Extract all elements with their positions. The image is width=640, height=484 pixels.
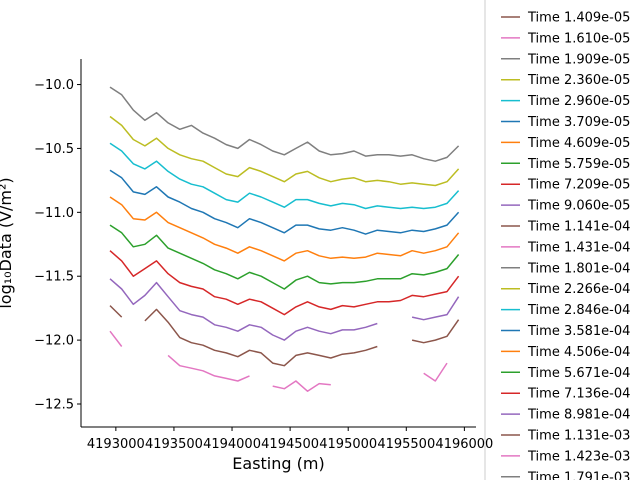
- y-tick-label: −12.0: [34, 334, 74, 349]
- legend-label: Time 1.801e-04: [527, 261, 630, 276]
- x-tick-label: 4195000: [319, 437, 377, 452]
- x-axis-label: Easting (m): [232, 454, 324, 473]
- y-tick-label: −12.5: [34, 398, 74, 413]
- legend-label: Time 1.610e-05: [527, 31, 630, 46]
- x-tick-label: 4196000: [435, 437, 493, 452]
- legend-label: Time 1.423e-03: [527, 449, 630, 464]
- series-line-7: [109, 224, 460, 290]
- y-tick-label: −11.5: [34, 270, 74, 285]
- series-line-8: [109, 250, 460, 316]
- x-tick-label: 4195500: [377, 437, 435, 452]
- legend-label: Time 8.981e-04: [527, 408, 630, 423]
- legend-label: Time 1.409e-05: [527, 11, 630, 26]
- series-line-3: [109, 115, 460, 187]
- y-tick-label: −10.5: [34, 142, 74, 157]
- series-line-9: [109, 278, 460, 341]
- series-line-10: [109, 305, 460, 367]
- legend-label: Time 3.581e-04: [527, 324, 630, 339]
- legend-label: Time 5.671e-04: [527, 366, 630, 381]
- legend-label: Time 2.266e-04: [527, 282, 630, 297]
- legend-label: Time 7.209e-05: [527, 178, 630, 193]
- legend-label: Time 1.141e-04: [527, 220, 630, 235]
- legend-label: Time 4.506e-04: [527, 345, 630, 360]
- legend-label: Time 7.136e-04: [527, 387, 630, 402]
- legend-label: Time 2.846e-04: [527, 303, 630, 318]
- legend-label: Time 5.759e-05: [527, 157, 630, 172]
- x-tick-label: 4194500: [261, 437, 319, 452]
- legend-label: Time 9.060e-05: [527, 199, 630, 214]
- legend-label: Time 4.609e-05: [527, 136, 630, 151]
- legend-label: Time 2.360e-05: [527, 73, 630, 88]
- series-lines: [109, 86, 460, 392]
- y-ticks: −10.0 −10.5 −11.0 −11.5 −12.0 −12.5: [34, 78, 81, 413]
- series-line-4: [109, 142, 460, 210]
- y-tick-label: −10.0: [34, 78, 74, 93]
- legend: Time 1.409e-05 Time 1.610e-05 Time 1.909e-…: [501, 11, 630, 484]
- series-line-6: [109, 196, 460, 262]
- series-line-11: [109, 330, 448, 392]
- legend-label: Time 3.709e-05: [527, 115, 630, 130]
- legend-label: Time 1.909e-05: [527, 52, 630, 67]
- y-axis-label: log₁₀Data (V/m²): [0, 177, 15, 308]
- legend-label: Time 1.431e-04: [527, 240, 630, 255]
- x-tick-label: 4193500: [145, 437, 203, 452]
- legend-label: Time 1.131e-03: [527, 429, 630, 444]
- y-tick-label: −11.0: [34, 206, 74, 221]
- x-tick-label: 4194000: [203, 437, 261, 452]
- legend-label: Time 1.791e-03: [527, 470, 630, 480]
- x-tick-label: 4193000: [87, 437, 145, 452]
- legend-label: Time 2.960e-05: [527, 94, 630, 109]
- x-ticks: 4193000 4193500 4194000 4194500 4195000 41955…: [87, 427, 493, 452]
- series-line-5: [109, 169, 460, 235]
- series-line-2: [109, 86, 460, 162]
